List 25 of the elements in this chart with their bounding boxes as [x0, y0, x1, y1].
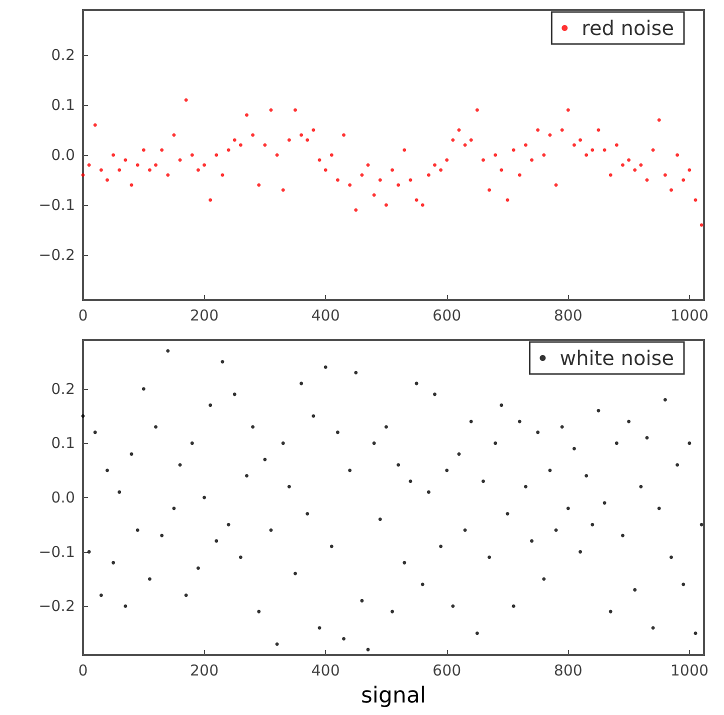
x-tick-label: 0	[78, 306, 88, 324]
x-tick-label: 800	[554, 662, 582, 680]
x-axis-title: signal	[360, 684, 426, 708]
y-tick-label: 0.1	[51, 96, 75, 114]
legend-label: white noise	[560, 346, 674, 370]
legend-label: red noise	[582, 16, 674, 40]
y-tick-label: 0.0	[51, 488, 75, 506]
x-tick-label: 400	[311, 662, 340, 680]
x-tick-label: 1000	[670, 306, 709, 324]
x-tick-label: 200	[190, 662, 219, 680]
x-tick-label: 600	[432, 306, 462, 324]
y-tick-label: 0.2	[51, 46, 75, 64]
y-tick-label: −0.1	[38, 542, 75, 561]
x-tick-label: 600	[432, 662, 462, 680]
x-tick-label: 1000	[670, 662, 709, 680]
y-tick-label: −0.2	[38, 597, 75, 616]
y-tick-label: −0.1	[38, 196, 75, 214]
y-tick-label: 0.0	[51, 146, 75, 164]
y-tick-label: 0.2	[51, 380, 75, 398]
x-tick-label: 0	[78, 662, 88, 680]
x-tick-label: 400	[311, 306, 340, 324]
y-tick-label: −0.2	[38, 246, 75, 264]
y-tick-label: 0.1	[51, 434, 75, 452]
x-tick-label: 800	[554, 306, 582, 324]
x-tick-label: 200	[190, 306, 219, 324]
